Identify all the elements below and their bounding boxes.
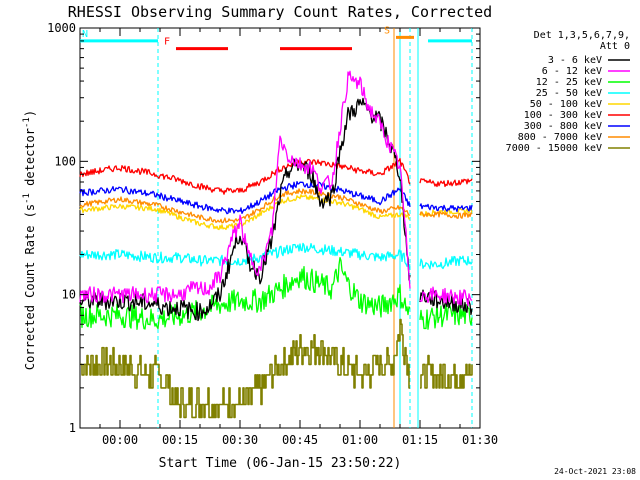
y-tick-label: 10 [62, 288, 76, 302]
x-tick-label: 01:15 [402, 433, 438, 447]
x-axis-label: Start Time (06-Jan-15 23:50:22) [159, 456, 402, 471]
y-tick-label: 1 [69, 421, 76, 435]
x-tick-label: 00:00 [102, 433, 138, 447]
series-line-7 [79, 180, 473, 215]
x-tick-label: 01:30 [462, 433, 498, 447]
series-line-6 [79, 157, 473, 195]
legend-label: 100 - 300 keV [524, 110, 602, 121]
y-tick-label: 1000 [47, 21, 76, 35]
legend-header: Att 0 [600, 41, 630, 52]
legend-label: 50 - 100 keV [530, 99, 602, 110]
x-tick-label: 01:00 [342, 433, 378, 447]
flag-label: F [164, 37, 170, 48]
flag-label: S [384, 25, 390, 36]
series-line-2 [79, 70, 473, 307]
plot-frame [79, 27, 481, 429]
x-tick-label: 00:15 [162, 433, 198, 447]
series-layer [79, 70, 473, 419]
chart-title: RHESSI Observing Summary Count Rates, Co… [68, 3, 492, 21]
legend-label: 800 - 7000 keV [518, 132, 602, 143]
y-tick-label: 100 [54, 154, 76, 168]
legend-label: 7000 - 15000 keV [506, 143, 602, 154]
plot-area [79, 27, 481, 429]
legend-label: 300 - 800 keV [524, 121, 602, 132]
series-line-4 [79, 242, 473, 270]
legend-label: 6 - 12 keV [542, 66, 602, 77]
x-tick-label: 00:45 [282, 433, 318, 447]
legend-label: 25 - 50 keV [536, 88, 602, 99]
x-tick-label: 00:30 [222, 433, 258, 447]
vertical-markers [157, 28, 473, 428]
legend-label: 12 - 25 keV [536, 77, 602, 88]
series-line-9 [80, 318, 473, 419]
y-axis-label: Corrected Count Rate (s-1 detector-1) [22, 110, 37, 370]
legend-header: Det 1,3,5,6,7,9, [534, 30, 630, 41]
flag-bars: N F S [80, 25, 472, 51]
series-line-8 [79, 188, 473, 224]
footer-date: 24-Oct-2021 23:08 [554, 467, 636, 476]
legend-label: 3 - 6 keV [548, 55, 602, 66]
axes: 00:00 00:15 00:30 00:45 01:00 01:15 01:30 1 10 10… [47, 21, 498, 447]
flag-label: N [82, 29, 88, 40]
